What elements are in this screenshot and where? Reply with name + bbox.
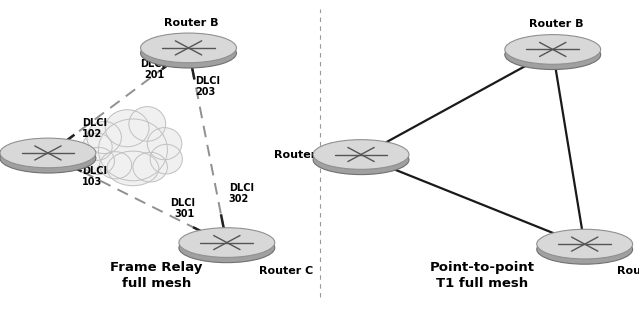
Ellipse shape — [129, 107, 166, 141]
Text: Router C: Router C — [259, 266, 313, 276]
Ellipse shape — [313, 145, 409, 175]
Ellipse shape — [133, 152, 167, 182]
Text: DLCI
203: DLCI 203 — [195, 76, 220, 97]
Ellipse shape — [141, 33, 236, 63]
Ellipse shape — [537, 229, 633, 259]
Ellipse shape — [82, 133, 112, 160]
Text: Router A: Router A — [274, 150, 329, 159]
Ellipse shape — [0, 143, 96, 173]
Ellipse shape — [179, 233, 275, 263]
Text: DLCI
301: DLCI 301 — [170, 198, 195, 219]
Ellipse shape — [505, 35, 601, 64]
Ellipse shape — [313, 140, 409, 169]
Ellipse shape — [148, 128, 182, 160]
Text: DLCI
102: DLCI 102 — [82, 118, 107, 139]
Ellipse shape — [537, 235, 633, 264]
Text: DLCI
103: DLCI 103 — [82, 166, 107, 187]
Text: Point-to-point
T1 full mesh: Point-to-point T1 full mesh — [430, 261, 535, 290]
Text: Router B: Router B — [164, 18, 219, 28]
Ellipse shape — [107, 151, 159, 186]
Ellipse shape — [179, 228, 275, 257]
Text: Router A: Router A — [0, 148, 16, 158]
Ellipse shape — [105, 110, 149, 147]
Ellipse shape — [150, 144, 182, 174]
Ellipse shape — [141, 38, 236, 68]
Ellipse shape — [505, 40, 601, 70]
Ellipse shape — [0, 138, 96, 168]
Ellipse shape — [100, 152, 132, 179]
Ellipse shape — [82, 147, 114, 175]
Ellipse shape — [98, 119, 167, 181]
Text: Router C: Router C — [617, 266, 639, 276]
Text: Router B: Router B — [528, 19, 583, 29]
Text: DLCI
201: DLCI 201 — [140, 59, 165, 80]
Text: DLCI
302: DLCI 302 — [229, 183, 254, 204]
Ellipse shape — [87, 121, 121, 154]
Text: Frame Relay
full mesh: Frame Relay full mesh — [111, 261, 203, 290]
